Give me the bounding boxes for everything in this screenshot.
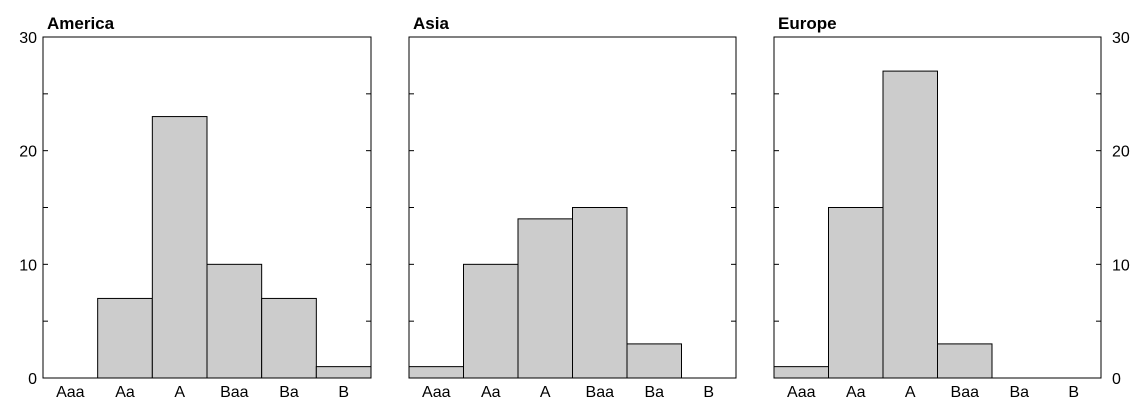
america-category-label: Ba <box>279 384 299 401</box>
america-ytick-label: 10 <box>19 257 37 274</box>
america-ytick-label: 30 <box>19 30 37 47</box>
europe-category-label: Aa <box>846 384 866 401</box>
asia-category-label: A <box>540 384 551 401</box>
america-ytick-label: 0 <box>28 371 37 388</box>
asia-bar-ba <box>626 343 682 379</box>
europe-bar-a <box>882 70 938 379</box>
america-category-label: B <box>338 384 349 401</box>
europe-bar-aaa <box>773 366 829 379</box>
asia-category-label: Ba <box>644 384 664 401</box>
america-bar-baa <box>206 263 263 379</box>
asia-bar-a <box>517 218 573 379</box>
europe-ytick-label: 20 <box>1112 144 1130 161</box>
europe-ytick-label: 0 <box>1112 371 1121 388</box>
america-ytick-label: 20 <box>19 144 37 161</box>
europe-category-label: Baa <box>951 384 980 401</box>
europe-category-label: Aaa <box>787 384 816 401</box>
america-category-label: Baa <box>220 384 249 401</box>
america-bar-b <box>315 366 372 379</box>
america-category-label: Aaa <box>56 384 85 401</box>
asia-bar-aaa <box>408 366 464 379</box>
asia-panel-title: Asia <box>413 14 449 33</box>
europe-bar-aa <box>828 207 884 379</box>
europe-category-label: Ba <box>1009 384 1029 401</box>
europe-panel-title: Europe <box>778 14 837 33</box>
america-panel-title: America <box>47 14 115 33</box>
america-bar-aa <box>97 297 153 379</box>
asia-bar-baa <box>572 207 628 379</box>
asia-category-label: Baa <box>586 384 615 401</box>
america-bar-a <box>151 116 208 379</box>
asia-category-label: B <box>703 384 714 401</box>
asia-bar-aa <box>463 263 519 379</box>
europe-category-label: A <box>905 384 916 401</box>
europe-category-label: B <box>1068 384 1079 401</box>
europe-ytick-label: 10 <box>1112 257 1130 274</box>
america-category-label: A <box>174 384 185 401</box>
asia-category-label: Aa <box>481 384 501 401</box>
america-bar-ba <box>261 297 317 379</box>
europe-ytick-label: 30 <box>1112 30 1130 47</box>
america-category-label: Aa <box>115 384 135 401</box>
asia-category-label: Aaa <box>422 384 451 401</box>
europe-bar-baa <box>937 343 993 379</box>
